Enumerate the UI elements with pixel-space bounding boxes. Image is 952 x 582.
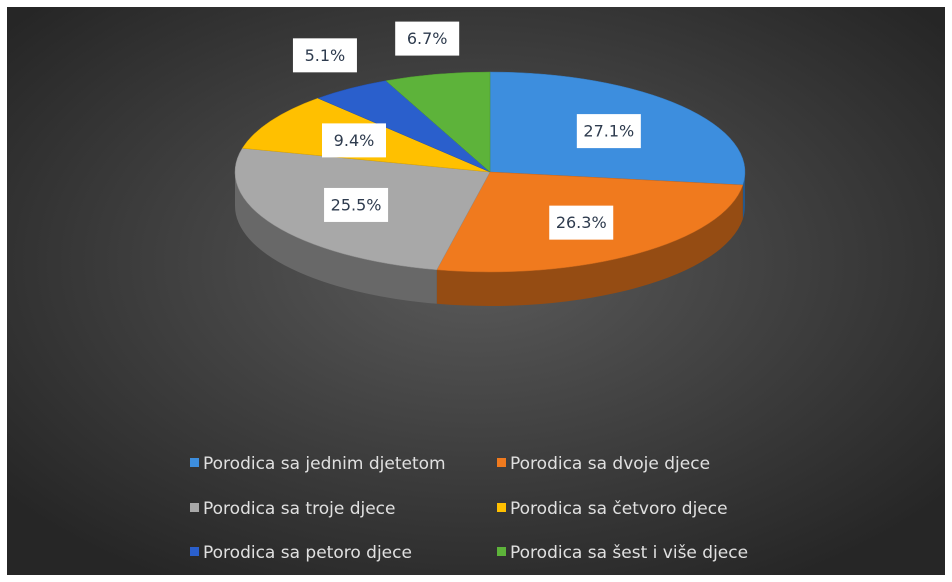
legend-label: Porodica sa jednim djetetom — [203, 454, 446, 474]
data-label: 6.7% — [395, 21, 460, 56]
legend-swatch — [497, 547, 506, 556]
data-label-box — [549, 205, 614, 240]
data-label-box — [576, 114, 641, 149]
data-label: 27.1% — [576, 114, 641, 149]
legend-label: Porodica sa petoro djece — [203, 543, 412, 563]
data-label-text: 5.1% — [305, 46, 346, 65]
legend-swatch — [190, 458, 199, 467]
data-label-box — [395, 21, 460, 56]
data-label-box — [322, 123, 387, 158]
legend-label: Porodica sa četvoro djece — [510, 499, 728, 519]
data-label-text: 25.5% — [331, 195, 382, 214]
data-label: 9.4% — [322, 123, 387, 158]
legend-label: Porodica sa šest i više djece — [510, 543, 748, 563]
data-label-box — [324, 187, 389, 222]
data-label: 25.5% — [324, 187, 389, 222]
data-label: 26.3% — [549, 205, 614, 240]
slice — [385, 71, 491, 173]
data-label-box — [292, 38, 357, 73]
slice-side — [235, 172, 437, 304]
legend-label: Porodica sa dvoje djece — [510, 454, 710, 474]
legend-swatch — [190, 547, 199, 556]
slice-side — [436, 184, 743, 306]
legend-swatch — [190, 503, 199, 512]
data-label-text: 26.3% — [556, 213, 607, 232]
data-label-text: 9.4% — [334, 131, 375, 150]
data-label: 5.1% — [292, 38, 357, 73]
legend-swatch — [497, 503, 506, 512]
data-label-text: 6.7% — [407, 29, 448, 48]
legend-swatch — [497, 458, 506, 467]
legend-label: Porodica sa troje djece — [203, 499, 395, 519]
data-label-text: 27.1% — [583, 122, 634, 141]
